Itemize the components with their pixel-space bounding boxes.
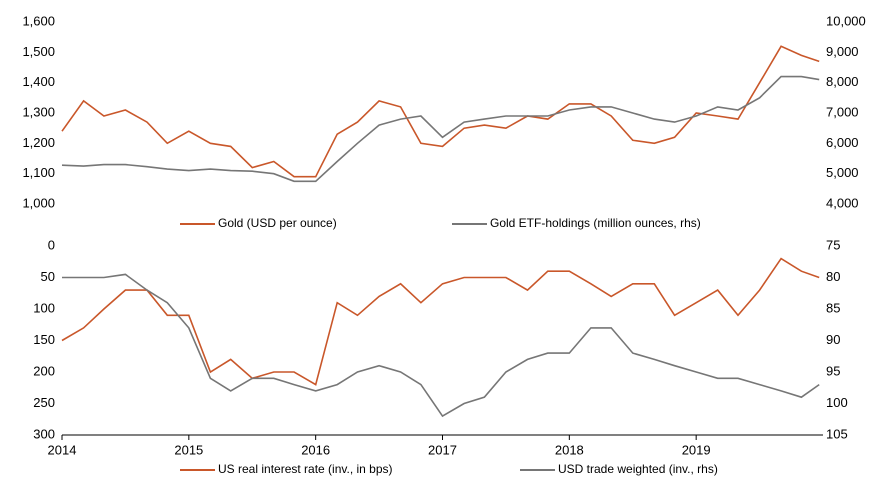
y-tick-label: 50: [41, 269, 55, 284]
y-tick-label: 1,400: [22, 74, 55, 89]
y-tick-label: 1,000: [22, 195, 55, 210]
y-tick-label: 1,200: [22, 135, 55, 150]
y2-tick-label: 75: [826, 237, 840, 252]
y2-tick-label: 7,000: [826, 104, 859, 119]
y2-tick-label: 100: [826, 395, 848, 410]
x-tick-label: 2014: [48, 442, 77, 457]
series-line: [62, 273, 820, 418]
legend-label: Gold (USD per ounce): [218, 216, 337, 230]
y2-tick-label: 8,000: [826, 74, 859, 89]
legend-label: US real interest rate (inv., in bps): [218, 462, 393, 476]
series-line: [61, 75, 820, 183]
y-tick-label: 1,300: [22, 104, 55, 119]
x-tick-label: 2017: [428, 442, 457, 457]
y-tick-label: 150: [33, 332, 55, 347]
y2-tick-label: 5,000: [826, 165, 859, 180]
y-tick-label: 1,600: [22, 13, 55, 28]
y2-tick-label: 4,000: [826, 195, 859, 210]
series-line: [61, 45, 820, 178]
x-tick-label: 2016: [301, 442, 330, 457]
x-tick-label: 2018: [555, 442, 584, 457]
legend-label: USD trade weighted (inv., rhs): [558, 462, 718, 476]
y-tick-label: 300: [33, 426, 55, 441]
series-line: [61, 257, 820, 386]
y-tick-label: 250: [33, 395, 55, 410]
y2-tick-label: 85: [826, 300, 840, 315]
y-tick-label: 200: [33, 363, 55, 378]
x-tick-label: 2019: [682, 442, 711, 457]
y2-tick-label: 80: [826, 269, 840, 284]
y-tick-label: 1,100: [22, 165, 55, 180]
y2-tick-label: 90: [826, 332, 840, 347]
y-tick-label: 0: [48, 237, 55, 252]
y2-tick-label: 6,000: [826, 135, 859, 150]
y-tick-label: 100: [33, 300, 55, 315]
y-tick-label: 1,500: [22, 44, 55, 59]
y2-tick-label: 9,000: [826, 44, 859, 59]
y2-tick-label: 105: [826, 426, 848, 441]
y2-tick-label: 10,000: [826, 13, 866, 28]
legend-label: Gold ETF-holdings (million ounces, rhs): [490, 216, 701, 230]
x-tick-label: 2015: [174, 442, 203, 457]
y2-tick-label: 95: [826, 363, 840, 378]
